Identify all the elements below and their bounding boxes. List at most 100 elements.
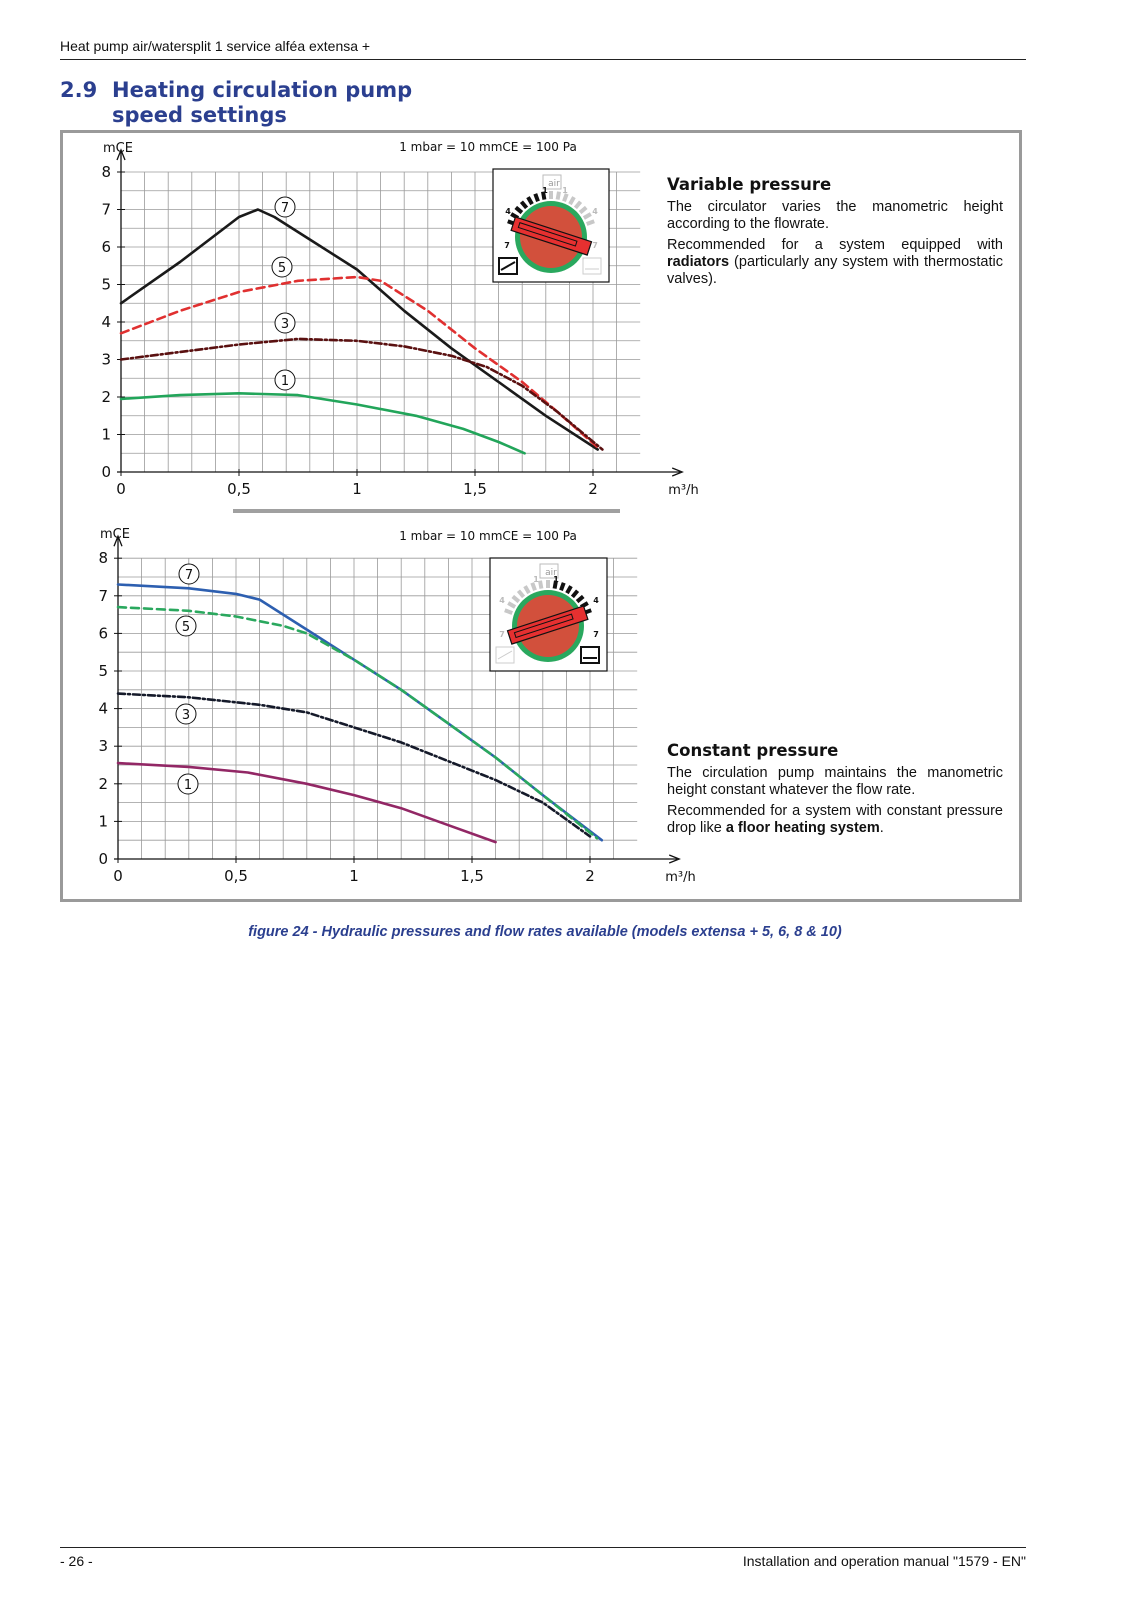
constant-mode-icon	[582, 257, 602, 275]
dial-scale-tick	[523, 585, 531, 595]
y-tick-label: 0	[101, 463, 111, 481]
x-axis-arrow	[671, 467, 684, 477]
speed-label-circle	[271, 256, 293, 278]
dial-scale-tick	[526, 196, 534, 206]
dial-mark: 4	[505, 207, 511, 216]
x-tick-label: 0,5	[224, 867, 248, 885]
y-axis-title: mCE	[100, 527, 130, 542]
curve-speed-3	[116, 692, 592, 838]
x-tick-label: 1,5	[460, 867, 484, 885]
x-tick-label: 0	[113, 867, 123, 885]
variable-mode-icon-line	[500, 261, 516, 271]
speed-label-1: 1	[281, 374, 289, 389]
x-tick-label: 2	[588, 480, 598, 498]
speed-label-circle	[175, 703, 197, 725]
variable-mode-icon-line	[497, 650, 513, 660]
y-tick-label: 5	[98, 662, 108, 680]
variable-pressure-heading: Variable pressure	[667, 175, 832, 194]
page-header-title: Heat pump air/watersplit 1 service alféa…	[60, 38, 371, 54]
curve-speed-5	[119, 275, 602, 451]
dial-mark: 1	[553, 575, 559, 584]
dial-scale-tick	[516, 589, 526, 599]
y-tick-label: 3	[101, 351, 111, 369]
dial-pointer-slot	[513, 613, 574, 639]
section-number: 2.9	[60, 78, 98, 102]
variable-pressure-chart: 0 1 2 3 4 5 6 7 8 0 0,5 1 1,5 2 mCE m³/h 1 mbar = 10 mmC…	[101, 140, 698, 498]
speed-label-7: 7	[185, 568, 193, 583]
x-tick-label: 0	[116, 480, 126, 498]
x-tick-label: 1	[349, 867, 359, 885]
unit-note: 1 mbar = 10 mmCE = 100 Pa	[399, 140, 577, 154]
constant-mode-icon	[580, 646, 600, 664]
dial-mark: 4	[592, 207, 598, 216]
dial-mark: 7	[593, 630, 599, 639]
dial-scale-tick	[555, 191, 561, 200]
y-tick-label: 1	[101, 426, 111, 444]
constant-p2-bold: a floor heating system	[725, 820, 880, 836]
y-tick-label: 3	[98, 737, 108, 755]
dial-mark: 1	[562, 186, 568, 195]
y-axis-arrow	[113, 534, 123, 547]
dial-mark: 1	[533, 575, 539, 584]
chart-separator	[233, 509, 620, 513]
variable-p2-post: (particularly any system with thermostat…	[667, 254, 1003, 287]
constant-pressure-text: Constant pressure The circulation pump m…	[667, 742, 1003, 841]
dial-mark: 1	[542, 186, 548, 195]
page-number: - 26 -	[60, 1553, 93, 1569]
speed-label-circle	[274, 369, 296, 391]
dial-scale-tick	[519, 200, 529, 210]
grid	[121, 171, 641, 472]
dial-scale-tick	[565, 585, 573, 595]
dial-scale-tick	[530, 582, 537, 591]
x-tick-label: 0,5	[227, 480, 251, 498]
x-axis-arrow	[668, 854, 681, 864]
speed-label-1: 1	[184, 778, 192, 793]
dial-scale-tick	[514, 205, 524, 215]
y-tick-label: 1	[98, 812, 108, 830]
dial-mark: 7	[499, 630, 505, 639]
curve-speed-1	[116, 761, 497, 844]
x-axis-title: m³/h	[668, 483, 699, 498]
dial-scale-tick	[541, 191, 547, 200]
header-rule	[60, 59, 1026, 60]
dial-mark: 7	[592, 241, 598, 250]
dial-scale-tick	[582, 212, 592, 220]
curve-speed-5	[116, 605, 599, 840]
unit-note: 1 mbar = 10 mmCE = 100 Pa	[399, 529, 577, 543]
y-tick-label: 4	[98, 700, 108, 718]
dial-scale-tick	[533, 193, 540, 202]
variable-p2-pre: Recommended for a system equipped with	[667, 237, 1003, 253]
y-tick-label: 7	[98, 587, 108, 605]
dial-scale-tick	[559, 582, 566, 591]
constant-p2-post: .	[879, 820, 884, 836]
x-tick-label: 1,5	[463, 480, 487, 498]
curve-speed-7	[119, 208, 599, 451]
y-tick-label: 8	[101, 163, 111, 181]
dial-mark: 4	[499, 596, 505, 605]
y-tick-label: 7	[101, 201, 111, 219]
footer-rule	[60, 1547, 1026, 1548]
constant-pressure-p2: Recommended for a system with constant p…	[667, 803, 1003, 837]
section-title-line2: speed settings	[112, 103, 287, 127]
dial-pointer-slot	[517, 222, 578, 247]
figure-frame	[60, 130, 1022, 902]
variable-p2-bold: radiators	[667, 254, 730, 270]
constant-pressure-p1: The circulation pump maintains the manom…	[667, 765, 1003, 798]
curve-speed-3	[119, 337, 604, 451]
figure-caption: figure 24 - Hydraulic pressures and flow…	[248, 924, 842, 940]
constant-pressure-chart: 0 1 2 3 4 5 6 7 8 0 0,5 1 1,5 2 mCE m³/h 1 mbar = 10 mmC…	[98, 527, 695, 885]
dial-scale-tick	[568, 196, 576, 206]
variable-pressure-p2: Recommended for a system equipped with r…	[667, 237, 1003, 288]
y-tick-label: 8	[98, 549, 108, 567]
dial-scale-tick	[507, 601, 517, 609]
section-title: 2.9 Heating circulation pump speed settin…	[60, 78, 412, 128]
y-axis-title: mCE	[103, 141, 133, 156]
curve-speed-7	[116, 583, 604, 842]
footer-manual-title: Installation and operation manual "1579 …	[742, 1553, 1026, 1569]
dial-pointer	[510, 216, 593, 256]
dial-scale-tick	[586, 219, 595, 226]
dial-scale-tick	[570, 589, 580, 599]
section-title-line1: Heating circulation pump	[112, 78, 413, 102]
speed-label-3: 3	[281, 317, 289, 332]
